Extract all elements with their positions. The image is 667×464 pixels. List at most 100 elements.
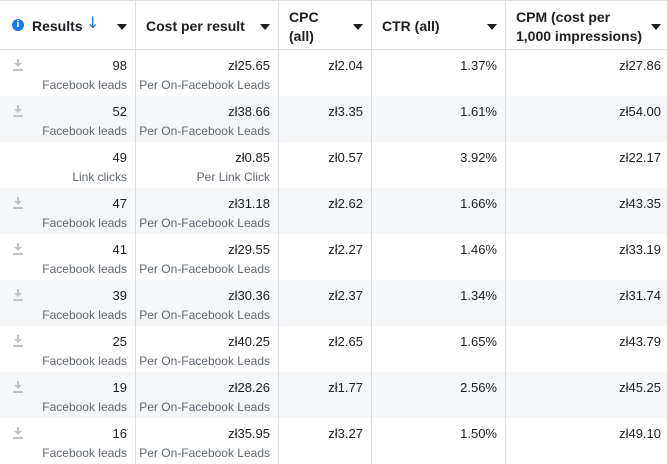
results-value: 39 bbox=[112, 288, 127, 303]
header-ctr[interactable]: CTR (all) bbox=[372, 1, 505, 49]
results-value: 47 bbox=[112, 196, 127, 211]
cost-type: Per On-Facebook Leads bbox=[139, 216, 270, 230]
cpm-value: zł31.74 bbox=[619, 288, 661, 303]
header-cost-per-result-label: Cost per result bbox=[146, 18, 245, 34]
ctr-value: 1.65% bbox=[460, 334, 497, 349]
header-cpc-line2: (all) bbox=[289, 28, 314, 44]
cost-value: zł28.26 bbox=[228, 380, 270, 395]
cpm-value: zł43.35 bbox=[619, 196, 661, 211]
caret-down-icon[interactable] bbox=[651, 24, 661, 30]
header-cost-per-result[interactable]: Cost per result bbox=[136, 1, 278, 49]
table-row[interactable]: 98 Facebook leads zł25.65 Per On-Facebook L… bbox=[0, 50, 667, 96]
info-icon[interactable]: i bbox=[12, 19, 24, 31]
results-value: 19 bbox=[112, 380, 127, 395]
cost-type: Per On-Facebook Leads bbox=[139, 308, 270, 322]
cost-value: zł38.66 bbox=[228, 104, 270, 119]
caret-down-icon[interactable] bbox=[487, 24, 497, 30]
results-value: 98 bbox=[112, 58, 127, 73]
cpc-value: zł3.35 bbox=[328, 104, 363, 119]
ctr-value: 2.56% bbox=[460, 380, 497, 395]
table-row[interactable]: 39 Facebook leads zł30.36 Per On-Facebook L… bbox=[0, 280, 667, 326]
result-type: Facebook leads bbox=[42, 216, 127, 230]
cpc-value: zł2.04 bbox=[328, 58, 363, 73]
cost-type: Per On-Facebook Leads bbox=[139, 446, 270, 460]
cpm-value: zł27.86 bbox=[619, 58, 661, 73]
table-row[interactable]: 47 Facebook leads zł31.18 Per On-Facebook L… bbox=[0, 188, 667, 234]
cpc-value: zł1.77 bbox=[328, 380, 363, 395]
header-cpc[interactable]: CPC (all) bbox=[279, 1, 371, 49]
cost-type: Per On-Facebook Leads bbox=[139, 354, 270, 368]
download-icon[interactable] bbox=[12, 381, 24, 393]
cost-type: Per Link Click bbox=[196, 170, 270, 184]
header-cpm[interactable]: CPM (cost per 1,000 impressions) bbox=[506, 1, 667, 49]
cost-value: zł35.95 bbox=[228, 426, 270, 441]
header-cpc-line1: CPC bbox=[289, 9, 319, 25]
result-type: Facebook leads bbox=[42, 262, 127, 276]
cpm-value: zł49.10 bbox=[619, 426, 661, 441]
caret-down-icon[interactable] bbox=[117, 24, 127, 30]
cost-value: zł30.36 bbox=[228, 288, 270, 303]
results-value: 52 bbox=[112, 104, 127, 119]
result-type: Facebook leads bbox=[42, 78, 127, 92]
cpm-value: zł54.00 bbox=[619, 104, 661, 119]
cost-value: zł31.18 bbox=[228, 196, 270, 211]
cpc-value: zł0.57 bbox=[328, 150, 363, 165]
cpm-value: zł22.17 bbox=[619, 150, 661, 165]
cpm-value: zł45.25 bbox=[619, 380, 661, 395]
column-divider bbox=[135, 1, 136, 464]
ctr-value: 1.37% bbox=[460, 58, 497, 73]
results-value: 49 bbox=[112, 150, 127, 165]
result-type: Facebook leads bbox=[42, 308, 127, 322]
table-row[interactable]: 41 Facebook leads zł29.55 Per On-Facebook L… bbox=[0, 234, 667, 280]
result-type: Facebook leads bbox=[42, 446, 127, 460]
cost-value: zł25.65 bbox=[228, 58, 270, 73]
cpc-value: zł3.27 bbox=[328, 426, 363, 441]
download-icon[interactable] bbox=[12, 105, 24, 117]
ctr-value: 1.46% bbox=[460, 242, 497, 257]
ctr-value: 1.66% bbox=[460, 196, 497, 211]
ctr-value: 1.61% bbox=[460, 104, 497, 119]
cpm-value: zł33.19 bbox=[619, 242, 661, 257]
download-icon[interactable] bbox=[12, 243, 24, 255]
cost-type: Per On-Facebook Leads bbox=[139, 78, 270, 92]
cpc-value: zł2.27 bbox=[328, 242, 363, 257]
table-row[interactable]: 16 Facebook leads zł35.95 Per On-Facebook L… bbox=[0, 418, 667, 464]
cost-type: Per On-Facebook Leads bbox=[139, 262, 270, 276]
cpc-value: zł2.65 bbox=[328, 334, 363, 349]
ctr-value: 3.92% bbox=[460, 150, 497, 165]
column-divider bbox=[505, 1, 506, 464]
download-icon[interactable] bbox=[12, 427, 24, 439]
result-type: Facebook leads bbox=[42, 124, 127, 138]
cpc-value: zł2.37 bbox=[328, 288, 363, 303]
ctr-value: 1.50% bbox=[460, 426, 497, 441]
caret-down-icon[interactable] bbox=[353, 24, 363, 30]
table-row[interactable]: 49 Link clicks zł0.85 Per Link Click zł0.57 3… bbox=[0, 142, 667, 188]
caret-down-icon[interactable] bbox=[260, 24, 270, 30]
table-row[interactable]: 19 Facebook leads zł28.26 Per On-Facebook L… bbox=[0, 372, 667, 418]
download-icon[interactable] bbox=[12, 197, 24, 209]
column-divider bbox=[371, 1, 372, 464]
results-value: 41 bbox=[112, 242, 127, 257]
header-cpm-line2: 1,000 impressions) bbox=[516, 28, 643, 44]
cost-value: zł40.25 bbox=[228, 334, 270, 349]
header-ctr-label: CTR (all) bbox=[382, 18, 440, 34]
ctr-value: 1.34% bbox=[460, 288, 497, 303]
download-icon[interactable] bbox=[12, 59, 24, 71]
table-header: i Results ↓ Cost per result CPC (all) CT… bbox=[0, 1, 667, 50]
table-row[interactable]: 52 Facebook leads zł38.66 Per On-Facebook L… bbox=[0, 96, 667, 142]
download-icon[interactable] bbox=[12, 289, 24, 301]
result-type: Facebook leads bbox=[42, 400, 127, 414]
column-divider bbox=[278, 1, 279, 464]
result-type: Facebook leads bbox=[42, 354, 127, 368]
header-results[interactable]: i Results ↓ bbox=[0, 1, 135, 49]
cost-type: Per On-Facebook Leads bbox=[139, 124, 270, 138]
arrow-down-icon[interactable]: ↓ bbox=[86, 13, 100, 32]
results-value: 25 bbox=[112, 334, 127, 349]
cost-value: zł0.85 bbox=[235, 150, 270, 165]
header-cpm-line1: CPM (cost per bbox=[516, 9, 611, 25]
download-icon[interactable] bbox=[12, 335, 24, 347]
table-row[interactable]: 25 Facebook leads zł40.25 Per On-Facebook L… bbox=[0, 326, 667, 372]
cost-value: zł29.55 bbox=[228, 242, 270, 257]
results-value: 16 bbox=[112, 426, 127, 441]
